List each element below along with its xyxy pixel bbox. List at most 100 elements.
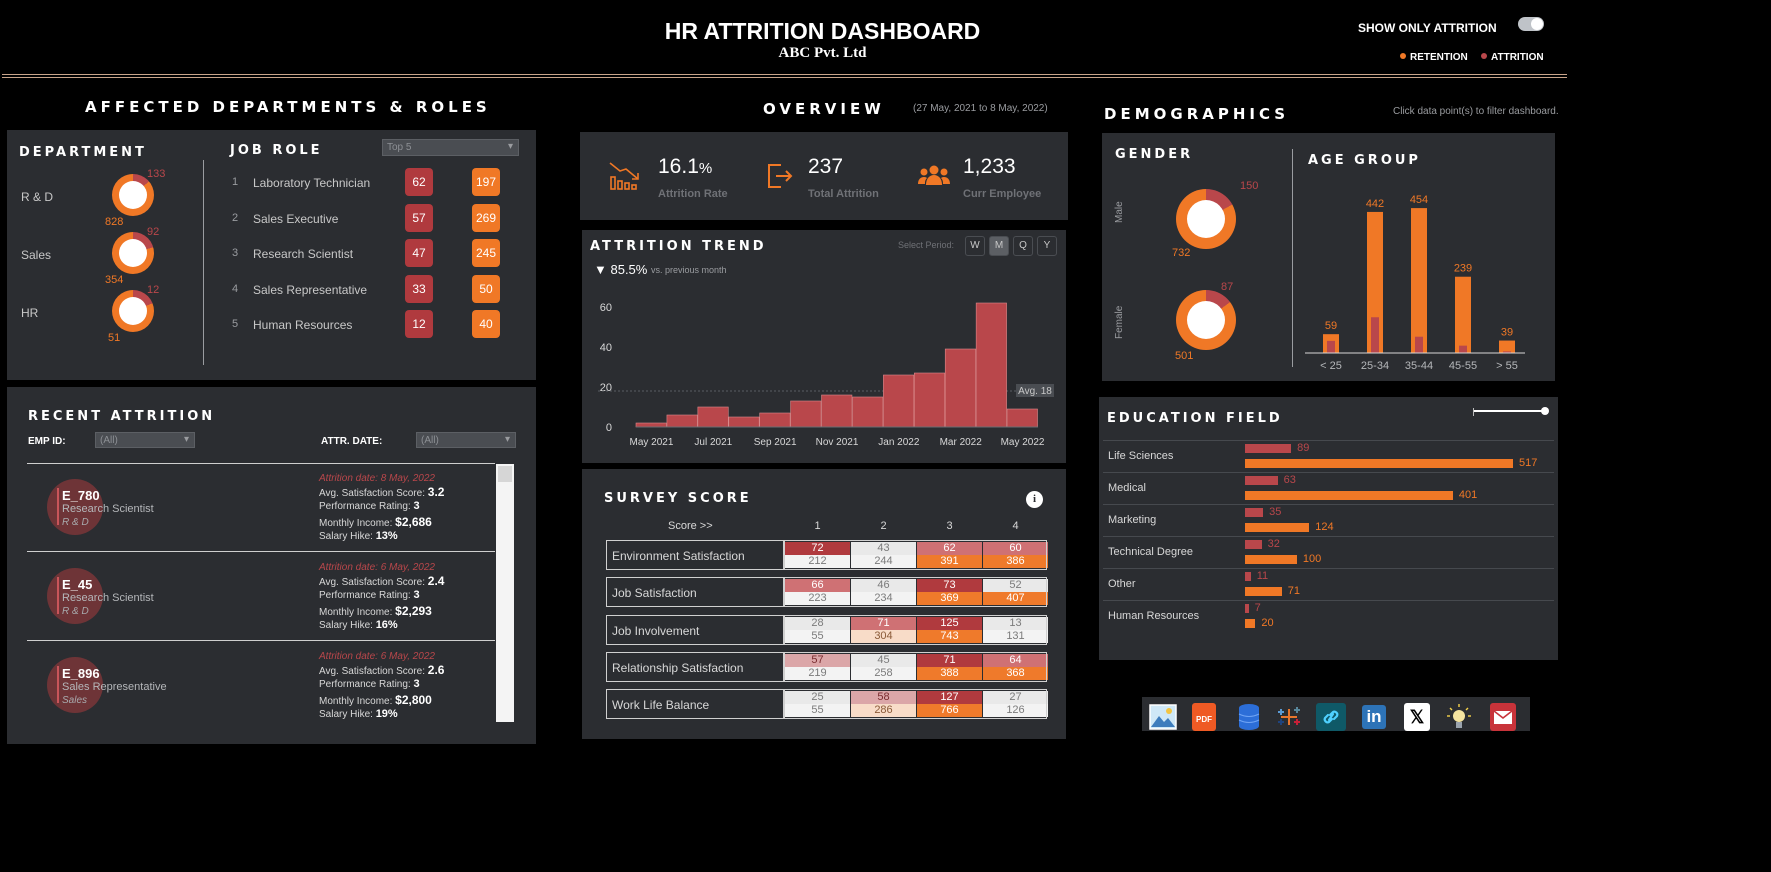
- period-quarter-button[interactable]: Q: [1013, 236, 1033, 256]
- tableau-icon[interactable]: [1274, 703, 1304, 731]
- trend-bar[interactable]: [944, 348, 976, 428]
- jobrole-retention-badge[interactable]: 245: [472, 239, 500, 267]
- jobrole-retention-badge[interactable]: 50: [472, 274, 500, 303]
- education-retention-bar[interactable]: [1245, 555, 1297, 564]
- education-field-label[interactable]: Life Sciences: [1108, 450, 1174, 462]
- survey-attrition-cell[interactable]: 43: [851, 542, 916, 555]
- survey-retention-cell[interactable]: 223: [785, 592, 850, 606]
- jobrole-attrition-badge[interactable]: 62: [405, 168, 433, 196]
- jobrole-name[interactable]: Research Scientist: [253, 247, 354, 261]
- department-donut[interactable]: [112, 174, 154, 216]
- mail-icon[interactable]: [1490, 703, 1516, 731]
- education-retention-bar[interactable]: [1245, 619, 1256, 628]
- trend-bar[interactable]: [728, 416, 760, 428]
- survey-retention-cell[interactable]: 212: [785, 555, 850, 568]
- survey-retention-cell[interactable]: 766: [917, 704, 982, 718]
- age-retention-bar[interactable]: [1499, 340, 1515, 353]
- period-week-button[interactable]: W: [965, 236, 985, 256]
- jobrole-retention-badge[interactable]: 269: [472, 203, 500, 232]
- education-attrition-bar[interactable]: [1245, 444, 1292, 453]
- jobrole-name[interactable]: Sales Executive: [253, 211, 339, 226]
- education-slider[interactable]: [1473, 405, 1549, 417]
- attr-date-dropdown[interactable]: (All): [416, 432, 516, 448]
- education-retention-bar[interactable]: [1245, 523, 1310, 532]
- department-donut[interactable]: [112, 232, 154, 274]
- survey-retention-cell[interactable]: 131: [983, 629, 1048, 643]
- emp-id-dropdown[interactable]: (All): [95, 432, 195, 448]
- jobrole-name[interactable]: Human Resources: [253, 318, 353, 332]
- survey-retention-cell[interactable]: 386: [983, 555, 1048, 568]
- survey-attrition-cell[interactable]: 28: [785, 616, 850, 630]
- link-icon[interactable]: [1316, 703, 1346, 731]
- jobrole-name[interactable]: Sales Representative: [253, 282, 368, 297]
- period-year-button[interactable]: Y: [1037, 236, 1057, 256]
- top-n-dropdown[interactable]: Top 5: [382, 139, 519, 156]
- database-icon[interactable]: [1234, 703, 1264, 731]
- jobrole-retention-badge[interactable]: 197: [472, 168, 500, 196]
- education-slider-handle[interactable]: [1541, 407, 1549, 415]
- trend-bar[interactable]: [883, 374, 915, 428]
- trend-bar[interactable]: [790, 400, 822, 428]
- jobrole-attrition-badge[interactable]: 33: [405, 274, 433, 303]
- trend-bar[interactable]: [759, 412, 791, 428]
- survey-retention-cell[interactable]: 369: [917, 592, 982, 606]
- survey-attrition-cell[interactable]: 64: [983, 653, 1048, 667]
- education-field-label[interactable]: Marketing: [1108, 514, 1157, 526]
- age-attrition-bar[interactable]: [1327, 340, 1335, 353]
- gender-female-donut[interactable]: [1176, 290, 1236, 350]
- age-attrition-bar[interactable]: [1459, 345, 1467, 353]
- linkedin-icon[interactable]: in: [1360, 703, 1388, 731]
- trend-bar[interactable]: [1006, 408, 1038, 428]
- survey-attrition-cell[interactable]: 73: [917, 579, 982, 593]
- survey-attrition-cell[interactable]: 71: [917, 653, 982, 667]
- survey-attrition-cell[interactable]: 46: [851, 579, 916, 593]
- survey-attrition-cell[interactable]: 125: [917, 616, 982, 630]
- jobrole-retention-badge[interactable]: 40: [472, 310, 500, 338]
- show-only-attrition-toggle[interactable]: [1518, 17, 1544, 31]
- education-field-label[interactable]: Human Resources: [1108, 610, 1200, 622]
- education-attrition-bar[interactable]: [1245, 572, 1251, 581]
- survey-attrition-cell[interactable]: 66: [785, 579, 850, 593]
- image-icon[interactable]: [1148, 703, 1178, 731]
- survey-retention-cell[interactable]: 391: [917, 555, 982, 568]
- survey-retention-cell[interactable]: 368: [983, 666, 1048, 680]
- jobrole-attrition-badge[interactable]: 57: [405, 203, 433, 232]
- education-attrition-bar[interactable]: [1245, 476, 1278, 485]
- survey-attrition-cell[interactable]: 60: [983, 542, 1048, 555]
- survey-attrition-cell[interactable]: 58: [851, 691, 916, 705]
- trend-bar[interactable]: [914, 372, 946, 428]
- pdf-icon[interactable]: PDF: [1192, 703, 1216, 731]
- survey-attrition-cell[interactable]: 52: [983, 579, 1048, 593]
- trend-bar[interactable]: [821, 394, 853, 428]
- age-retention-bar[interactable]: [1411, 208, 1427, 353]
- scrollbar-thumb[interactable]: [498, 466, 512, 482]
- survey-attrition-cell[interactable]: 127: [917, 691, 982, 705]
- age-attrition-bar[interactable]: [1371, 317, 1379, 353]
- education-attrition-bar[interactable]: [1245, 604, 1249, 613]
- period-month-button[interactable]: M: [989, 236, 1009, 256]
- jobrole-attrition-badge[interactable]: 12: [405, 310, 433, 338]
- x-icon[interactable]: 𝕏: [1404, 703, 1430, 731]
- survey-attrition-cell[interactable]: 25: [785, 691, 850, 705]
- trend-bar[interactable]: [635, 422, 667, 428]
- recent-attrition-card[interactable]: E_45 Research Scientist R & D Attrition dat…: [27, 553, 495, 641]
- recent-attrition-card[interactable]: E_780 Research Scientist R & D Attrition da…: [27, 464, 495, 552]
- survey-retention-cell[interactable]: 388: [917, 666, 982, 680]
- survey-attrition-cell[interactable]: 72: [785, 542, 850, 555]
- survey-retention-cell[interactable]: 244: [851, 555, 916, 568]
- education-retention-bar[interactable]: [1245, 491, 1453, 500]
- education-field-label[interactable]: Technical Degree: [1108, 546, 1193, 558]
- education-attrition-bar[interactable]: [1245, 508, 1264, 517]
- age-attrition-bar[interactable]: [1415, 336, 1423, 353]
- trend-bar[interactable]: [697, 406, 729, 428]
- age-attrition-bar[interactable]: [1503, 351, 1511, 353]
- gender-male-donut[interactable]: [1176, 189, 1236, 249]
- list-scrollbar[interactable]: [496, 464, 514, 722]
- education-field-label[interactable]: Other: [1108, 578, 1136, 590]
- education-retention-bar[interactable]: [1245, 587, 1282, 596]
- legend-retention[interactable]: RETENTION: [1400, 52, 1468, 63]
- survey-retention-cell[interactable]: 219: [785, 666, 850, 680]
- education-field-label[interactable]: Medical: [1108, 482, 1146, 494]
- trend-bar[interactable]: [975, 302, 1007, 428]
- survey-attrition-cell[interactable]: 45: [851, 653, 916, 667]
